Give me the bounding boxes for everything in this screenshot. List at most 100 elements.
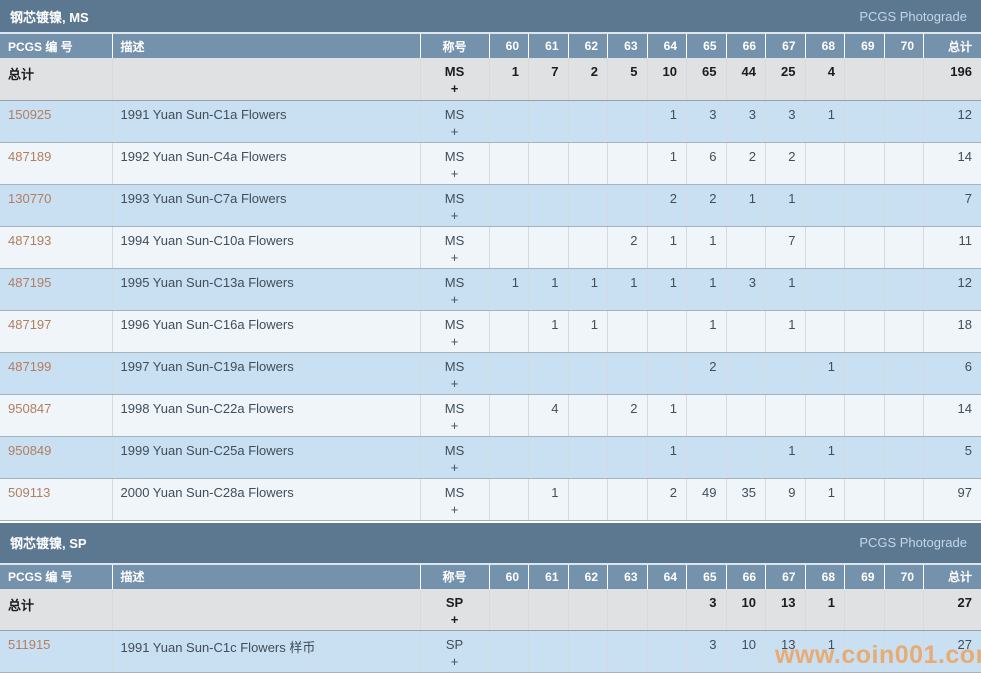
grade-count-cell-63: 1 bbox=[607, 268, 648, 311]
description-cell: 1999 Yuan Sun-C25a Flowers bbox=[112, 436, 421, 479]
grade-count-cell-65: 3 bbox=[686, 588, 727, 631]
grade-count-cell-68 bbox=[805, 394, 845, 437]
pcgs-number-link[interactable]: 487195 bbox=[8, 274, 52, 290]
grade-count-cell-68 bbox=[805, 310, 845, 353]
grade-count-cell-60 bbox=[489, 352, 529, 395]
section-sp: 钢芯镀镍, SP PCGS Photograde PCGS 编 号描述 称号 60 6… bbox=[0, 522, 981, 673]
description-cell: 1993 Yuan Sun-C7a Flowers bbox=[112, 184, 421, 227]
grade-count-cell-60: 1 bbox=[489, 268, 529, 311]
grade-count-cell-65: 1 bbox=[686, 226, 727, 269]
pcgs-number-link[interactable]: 950847 bbox=[8, 400, 52, 416]
grade-count-cell-70 bbox=[884, 588, 924, 631]
col-header-grade-67: 67 bbox=[765, 564, 806, 589]
grade-count-cell-66: 1 bbox=[726, 184, 766, 227]
designation-cell: MS + bbox=[420, 478, 490, 521]
total-count-cell: 27 bbox=[923, 630, 981, 673]
col-header-grade-60: 60 bbox=[489, 34, 529, 58]
pcgs-number-cell: 487189 bbox=[0, 142, 113, 185]
grade-count-cell-66: 44 bbox=[726, 58, 766, 101]
grade-count-cell-70 bbox=[884, 630, 924, 673]
grade-count-cell-61 bbox=[528, 100, 569, 143]
grade-count-cell-66: 2 bbox=[726, 142, 766, 185]
total-count-cell: 196 bbox=[923, 58, 981, 101]
photograde-link-ms[interactable]: PCGS Photograde bbox=[859, 8, 967, 24]
grade-count-cell-70 bbox=[884, 100, 924, 143]
grade-count-cell-70 bbox=[884, 478, 924, 521]
table-row: 487195 1995 Yuan Sun-C13a Flowers MS +1 1 1 1 1… bbox=[0, 268, 981, 311]
designation-cell: MS + bbox=[420, 310, 490, 353]
photograde-link-sp[interactable]: PCGS Photograde bbox=[859, 535, 967, 550]
grade-count-cell-61 bbox=[528, 184, 569, 227]
pcgs-number-link[interactable]: 950849 bbox=[8, 442, 52, 458]
table-row: 487197 1996 Yuan Sun-C16a Flowers MS +1 1 1 1 1… bbox=[0, 310, 981, 353]
pcgs-number-cell: 487199 bbox=[0, 352, 113, 395]
grade-count-cell-62 bbox=[568, 100, 608, 143]
total-count-cell: 14 bbox=[923, 142, 981, 185]
grade-count-cell-66: 35 bbox=[726, 478, 766, 521]
grade-count-cell-67: 1 bbox=[765, 310, 806, 353]
pcgs-number-link[interactable]: 487193 bbox=[8, 232, 52, 248]
pcgs-number-link[interactable]: 487189 bbox=[8, 148, 52, 164]
plus-designation-label: + bbox=[450, 207, 459, 223]
grade-count-cell-70 bbox=[884, 352, 924, 395]
grade-count-cell-67: 2 bbox=[765, 142, 806, 185]
total-count-cell: 11 bbox=[923, 226, 981, 269]
col-header-designation: 称号 bbox=[420, 564, 490, 589]
grade-count-cell-61: 4 bbox=[528, 394, 569, 437]
plus-designation-label: + bbox=[450, 417, 459, 433]
col-header-pcgs-number: PCGS 编 号 bbox=[0, 34, 113, 58]
grade-count-cell-60 bbox=[489, 478, 529, 521]
grade-count-cell-69 bbox=[844, 436, 885, 479]
designation-label: MS bbox=[444, 274, 465, 290]
grade-count-cell-64: 1 bbox=[647, 142, 687, 185]
grade-count-cell-66 bbox=[726, 352, 766, 395]
pcgs-number-link[interactable]: 511915 bbox=[8, 637, 51, 652]
section-sp-title: 钢芯镀镍, SP bbox=[10, 536, 87, 551]
total-count-cell: 18 bbox=[923, 310, 981, 353]
pcgs-number-link[interactable]: 509113 bbox=[8, 484, 51, 500]
plus-designation-label: + bbox=[450, 123, 459, 139]
grade-count-cell-66: 10 bbox=[726, 630, 766, 673]
grade-count-cell-70 bbox=[884, 268, 924, 311]
plus-designation-label: + bbox=[450, 654, 459, 669]
total-count-cell: 6 bbox=[923, 352, 981, 395]
grade-count-cell-61 bbox=[528, 142, 569, 185]
grade-count-cell-69 bbox=[844, 588, 885, 631]
grade-count-cell-69 bbox=[844, 352, 885, 395]
grade-count-cell-67: 13 bbox=[765, 630, 806, 673]
total-count-cell: 27 bbox=[923, 588, 981, 631]
grade-count-cell-66 bbox=[726, 226, 766, 269]
total-count-cell: 97 bbox=[923, 478, 981, 521]
pcgs-number-link[interactable]: 150925 bbox=[8, 106, 52, 122]
grade-count-cell-67: 9 bbox=[765, 478, 806, 521]
section-ms-title: 钢芯镀镍, MS bbox=[10, 9, 89, 25]
grade-count-cell-62 bbox=[568, 352, 608, 395]
pcgs-number-link[interactable]: 130770 bbox=[8, 190, 52, 206]
grade-count-cell-67: 13 bbox=[765, 588, 806, 631]
plus-designation-label: + bbox=[450, 249, 459, 265]
grade-count-cell-61: 1 bbox=[528, 478, 569, 521]
designation-label: MS bbox=[444, 442, 465, 458]
description-cell: 1998 Yuan Sun-C22a Flowers bbox=[112, 394, 421, 437]
table-row: 130770 1993 Yuan Sun-C7a Flowers MS +2 2 1 1 7 bbox=[0, 184, 981, 227]
pcgs-number-link[interactable]: 487197 bbox=[8, 316, 52, 332]
grade-count-cell-70 bbox=[884, 436, 924, 479]
grade-count-cell-60 bbox=[489, 226, 529, 269]
total-count-cell: 12 bbox=[923, 100, 981, 143]
column-header-row: PCGS 编 号描述 称号 60 61 62 63 64 65 66 67 68 69 70 总计 bbox=[0, 34, 981, 58]
grade-count-cell-64 bbox=[647, 588, 687, 631]
grade-count-cell-69 bbox=[844, 630, 885, 673]
col-header-grade-69: 69 bbox=[844, 34, 885, 58]
description-cell bbox=[112, 588, 421, 631]
col-header-grade-65: 65 bbox=[686, 564, 727, 589]
table-row: 511915 1991 Yuan Sun-C1c Flowers 样币 SP +3 10… bbox=[0, 630, 981, 673]
grade-count-cell-63 bbox=[607, 630, 648, 673]
pcgs-number-link[interactable]: 487199 bbox=[8, 358, 52, 374]
col-header-grade-69: 69 bbox=[844, 564, 885, 589]
table-row: 150925 1991 Yuan Sun-C1a Flowers MS +1 3 3 3 1 1… bbox=[0, 100, 981, 143]
col-header-designation: 称号 bbox=[420, 34, 490, 58]
table-row: 950847 1998 Yuan Sun-C22a Flowers MS +4 2 1 14 bbox=[0, 394, 981, 437]
col-header-grade-65: 65 bbox=[686, 34, 727, 58]
grade-count-cell-63: 2 bbox=[607, 394, 648, 437]
designation-cell: MS + bbox=[420, 352, 490, 395]
